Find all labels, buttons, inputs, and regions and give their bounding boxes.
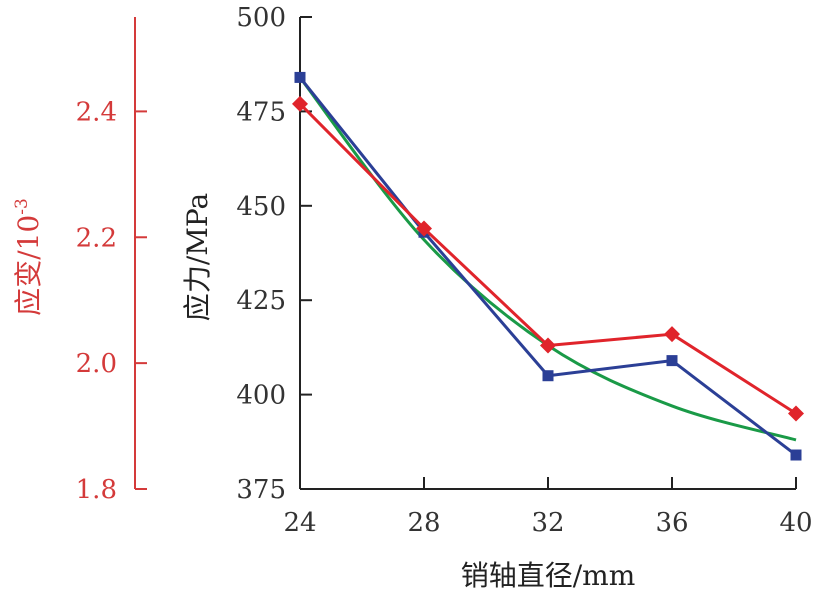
strain-tick-label: 2.4 <box>76 97 117 127</box>
diamond-marker <box>788 405 804 422</box>
diamond-marker <box>292 95 308 112</box>
stress-axis: 375 400 425 450 475 500 <box>236 3 312 505</box>
x-tick-label: 32 <box>531 508 564 538</box>
strain-axis-title: 应变/10-3 <box>12 198 45 316</box>
x-tick-label: 24 <box>283 508 316 538</box>
stress-tick-label: 375 <box>236 475 286 505</box>
square-marker <box>790 449 802 461</box>
diamond-marker <box>540 337 556 354</box>
stress-tick-label: 475 <box>236 97 286 127</box>
strain-axis-title-exponent: -3 <box>12 198 32 215</box>
x-tick-label: 28 <box>407 508 440 538</box>
series-line-square <box>298 76 797 457</box>
x-axis: 24 28 32 36 40 <box>283 477 813 538</box>
strain-axis-title-main: 应变/10 <box>12 215 45 316</box>
series-line-none <box>298 76 797 442</box>
x-tick-label: 40 <box>779 508 812 538</box>
square-marker <box>666 355 678 367</box>
stress-axis-title: 应力/MPa <box>181 193 214 321</box>
x-axis-title: 销轴直径/mm <box>461 559 636 592</box>
x-tick-label: 36 <box>655 508 688 538</box>
stress-tick-label: 450 <box>236 192 286 222</box>
stress-tick-label: 500 <box>236 3 286 33</box>
diamond-marker <box>416 220 432 237</box>
stress-tick-label: 400 <box>236 381 286 411</box>
plot-series <box>292 71 804 461</box>
strain-axis: 1.8 2.0 2.2 2.4 <box>76 17 147 505</box>
diamond-marker <box>664 326 680 343</box>
square-marker <box>542 370 554 382</box>
stress-tick-label: 425 <box>236 286 286 316</box>
square-marker <box>294 71 306 83</box>
series-line-diamond <box>298 102 797 415</box>
strain-tick-label: 1.8 <box>76 475 117 505</box>
strain-tick-label: 2.0 <box>76 349 117 379</box>
strain-tick-label: 2.2 <box>76 223 117 253</box>
